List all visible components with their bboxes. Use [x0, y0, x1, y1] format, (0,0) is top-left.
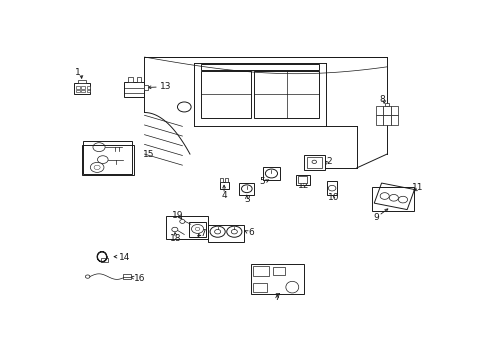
Bar	[306, 157, 321, 168]
Circle shape	[214, 229, 220, 234]
Bar	[383, 106, 390, 115]
Bar	[303, 155, 324, 170]
Circle shape	[241, 185, 252, 193]
Circle shape	[210, 226, 225, 237]
Text: 13: 13	[159, 82, 171, 91]
Text: 8: 8	[379, 95, 385, 104]
Bar	[76, 86, 80, 89]
Circle shape	[398, 196, 407, 203]
Ellipse shape	[285, 281, 298, 293]
Bar	[101, 258, 108, 262]
Circle shape	[177, 102, 191, 112]
Bar	[81, 86, 85, 89]
Text: 11: 11	[411, 183, 422, 192]
Bar	[201, 64, 318, 69]
Bar	[82, 145, 134, 175]
Bar	[375, 115, 383, 125]
Bar	[128, 77, 132, 82]
Text: 14: 14	[119, 253, 130, 262]
Text: 1: 1	[75, 68, 81, 77]
Bar	[296, 175, 309, 185]
Bar	[254, 71, 318, 118]
Bar	[123, 82, 144, 97]
Circle shape	[265, 169, 277, 178]
Bar	[383, 115, 390, 125]
Bar	[86, 90, 90, 92]
Circle shape	[90, 162, 104, 172]
Bar	[76, 90, 80, 92]
Text: 3: 3	[244, 195, 249, 204]
Circle shape	[379, 193, 388, 199]
Bar	[390, 106, 397, 115]
Bar	[375, 106, 383, 115]
Bar	[326, 181, 337, 195]
Bar	[224, 178, 227, 181]
Text: 15: 15	[142, 150, 154, 158]
Circle shape	[231, 229, 237, 234]
Bar	[83, 141, 131, 174]
Circle shape	[93, 143, 105, 152]
Bar	[373, 183, 414, 210]
Text: 6: 6	[248, 228, 254, 237]
Bar	[166, 216, 208, 239]
Bar	[144, 85, 148, 90]
Bar	[272, 267, 285, 275]
Text: 10: 10	[327, 193, 338, 202]
Text: 17: 17	[195, 229, 207, 238]
Circle shape	[180, 220, 184, 223]
Bar	[263, 167, 279, 180]
Circle shape	[388, 194, 398, 201]
Text: 4: 4	[221, 191, 226, 200]
Circle shape	[226, 226, 242, 237]
Bar	[81, 90, 85, 92]
Text: 19: 19	[172, 211, 183, 220]
Circle shape	[195, 227, 200, 231]
Bar	[78, 80, 85, 83]
Circle shape	[327, 185, 335, 191]
Text: 12: 12	[297, 181, 309, 190]
Bar	[136, 77, 141, 82]
Text: 7: 7	[274, 293, 280, 302]
Bar	[250, 264, 303, 294]
Text: 5: 5	[259, 177, 264, 186]
Text: 18: 18	[169, 234, 181, 243]
Bar	[253, 283, 266, 292]
Bar	[390, 115, 397, 125]
Text: 2: 2	[326, 157, 331, 166]
Circle shape	[94, 165, 100, 170]
Bar	[298, 176, 307, 183]
Bar	[253, 266, 268, 276]
Bar	[201, 71, 250, 118]
Circle shape	[85, 275, 90, 278]
Bar	[384, 103, 388, 106]
Circle shape	[97, 156, 108, 163]
Circle shape	[171, 227, 178, 232]
Bar	[207, 225, 244, 242]
Bar	[220, 178, 223, 181]
Circle shape	[191, 225, 203, 233]
Bar	[74, 83, 90, 94]
Bar	[86, 86, 90, 89]
Text: 9: 9	[373, 213, 379, 222]
Bar	[219, 181, 228, 189]
Text: 16: 16	[134, 274, 145, 283]
Circle shape	[311, 160, 316, 163]
Bar	[123, 274, 131, 279]
Bar	[189, 222, 205, 237]
Bar	[371, 187, 413, 211]
Bar	[239, 183, 254, 195]
